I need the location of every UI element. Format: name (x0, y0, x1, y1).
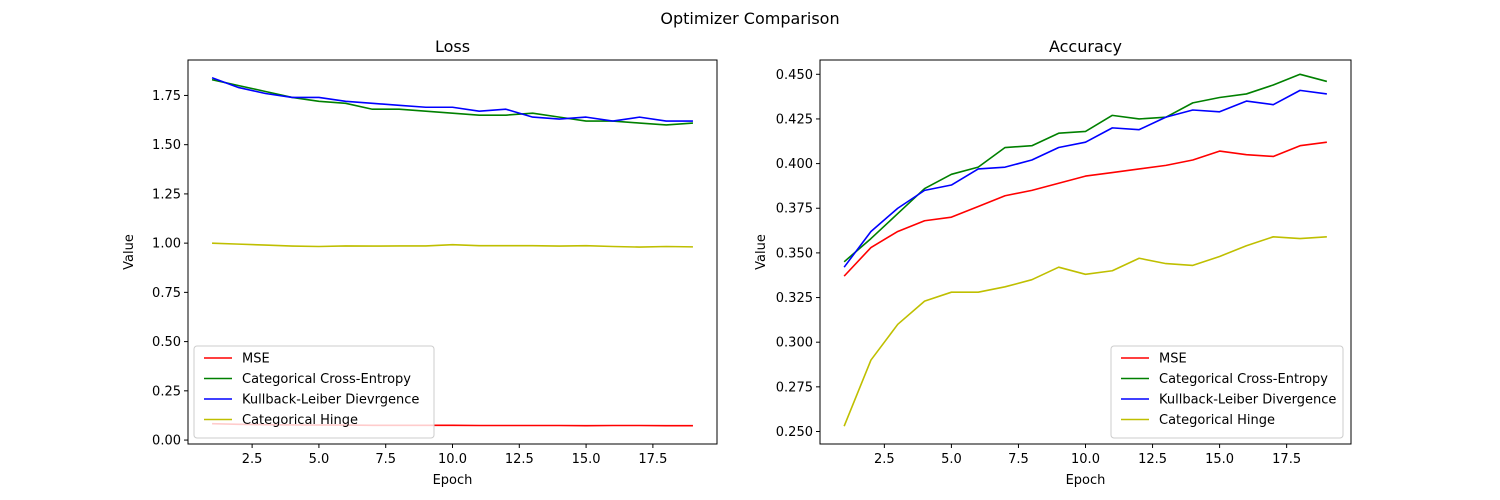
accuracy-legend: MSE Categorical Cross-Entropy Kullback-Lei… (1110, 345, 1344, 439)
loss-xtick-label: 10.0 (438, 452, 467, 467)
loss-series-line-2 (211, 76, 693, 122)
accuracy-ytick-label: 0.400 (776, 157, 813, 172)
accuracy-ylabel: Value (754, 234, 769, 270)
loss-xtick-label: 5.0 (309, 452, 330, 467)
loss-ylabel: Value (122, 234, 137, 270)
loss-xtick-label: 2.5 (242, 452, 263, 467)
loss-title: Loss (435, 37, 470, 56)
accuracy-ytick-label: 0.275 (776, 380, 813, 395)
accuracy-xtick-label: 10.0 (1071, 452, 1100, 467)
accuracy-legend-label-2: Kullback-Leiber Divergence (1159, 393, 1336, 408)
accuracy-panel: Accuracy 2.5 5.0 7.5 10.0 12.5 15.0 17.5 0.250 0.… (754, 37, 1352, 488)
loss-ytick-label: 0.25 (152, 384, 181, 399)
loss-ytick-label: 0.50 (152, 335, 181, 350)
accuracy-series-line-1 (843, 73, 1328, 263)
loss-ytick-label: 0.75 (152, 286, 181, 301)
accuracy-xtick-label: 7.5 (1008, 452, 1029, 467)
accuracy-xtick-label: 2.5 (874, 452, 895, 467)
accuracy-ytick-label: 0.375 (776, 202, 813, 217)
loss-legend-label-0: MSE (242, 352, 270, 367)
loss-xtick-label: 12.5 (505, 452, 534, 467)
loss-ytick-label: 1.75 (152, 89, 181, 104)
loss-ytick-label: 0.00 (152, 434, 181, 449)
loss-legend-label-2: Kullback-Leiber Dievrgence (242, 393, 419, 408)
accuracy-xtick-label: 15.0 (1205, 452, 1234, 467)
accuracy-ytick-label: 0.300 (776, 336, 813, 351)
accuracy-xtick-label: 12.5 (1138, 452, 1167, 467)
accuracy-legend-label-0: MSE (1159, 352, 1187, 367)
accuracy-legend-box (1110, 345, 1344, 439)
loss-series-line-3 (212, 242, 693, 248)
figure-title: Optimizer Comparison (660, 9, 839, 28)
loss-xtick-label: 15.0 (572, 452, 601, 467)
accuracy-ytick-label: 0.350 (776, 246, 813, 261)
accuracy-xtick-label: 17.5 (1272, 452, 1301, 467)
loss-ytick-label: 1.00 (152, 237, 181, 252)
accuracy-ytick-label: 0.425 (776, 112, 813, 127)
accuracy-title: Accuracy (1049, 37, 1122, 56)
loss-legend-label-1: Categorical Cross-Entropy (242, 372, 411, 387)
accuracy-legend-label-1: Categorical Cross-Entropy (1159, 372, 1328, 387)
loss-legend-box (193, 345, 435, 439)
accuracy-xlabel: Epoch (1066, 473, 1106, 488)
accuracy-ytick-label: 0.325 (776, 291, 813, 306)
loss-ytick-label: 1.25 (152, 187, 181, 202)
loss-legend-label-3: Categorical Hinge (242, 413, 358, 428)
accuracy-series-line-0 (843, 141, 1327, 277)
loss-ytick-label: 1.50 (152, 138, 181, 153)
accuracy-series-line-3 (843, 236, 1327, 427)
loss-xtick-label: 7.5 (375, 452, 396, 467)
accuracy-xtick-label: 5.0 (941, 452, 962, 467)
accuracy-series-group (843, 73, 1328, 427)
accuracy-ytick-label: 0.450 (776, 68, 813, 83)
loss-panel: Loss 2.5 5.0 7.5 10.0 12.5 15.0 17.5 0.00 0.25 0.5… (122, 37, 718, 488)
accuracy-series-line-2 (843, 89, 1327, 268)
accuracy-ytick-label: 0.250 (776, 425, 813, 440)
loss-legend: MSE Categorical Cross-Entropy Kullback-Lei… (193, 345, 435, 439)
accuracy-legend-label-3: Categorical Hinge (1159, 413, 1275, 428)
loss-xtick-label: 17.5 (638, 452, 667, 467)
loss-xlabel: Epoch (433, 473, 473, 488)
